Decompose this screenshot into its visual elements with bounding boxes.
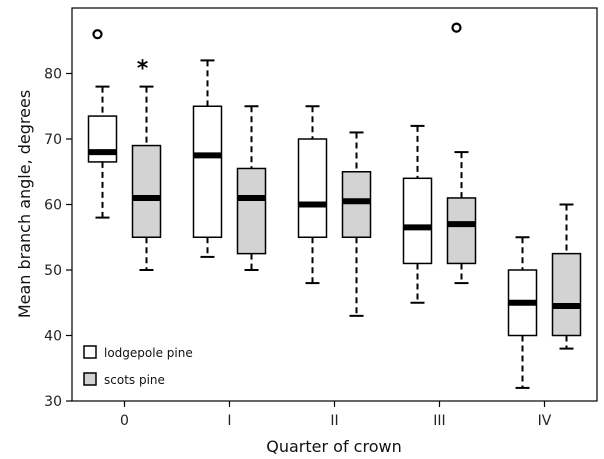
y-tick-label: 70	[44, 132, 62, 148]
y-axis: 30 40 50 60 70 80	[44, 67, 72, 410]
box-scots-pine	[236, 167, 267, 255]
outlier-point-scots-pine	[451, 22, 462, 33]
y-tick-label: 60	[44, 198, 62, 214]
x-tick-label: 0	[120, 413, 129, 429]
x-axis: 0 I II III IV	[120, 401, 552, 429]
x-tick-label: I	[227, 413, 231, 429]
annotations: *	[137, 57, 149, 82]
y-tick-label: 30	[44, 394, 62, 410]
asterisk-annotation: *	[137, 57, 149, 82]
box-lodgepole-pine	[402, 177, 433, 265]
box-scots-pine	[551, 252, 582, 337]
y-axis-title: Mean branch angle, degrees	[15, 90, 34, 318]
x-tick-label: III	[433, 413, 445, 429]
legend-swatch-lodgepole-pine	[83, 345, 97, 359]
legend-label-lodgepole-pine: lodgepole pine	[104, 346, 193, 360]
outlier-point-lodgepole-pine	[92, 29, 103, 40]
legend-swatch-scots-pine	[83, 372, 97, 386]
box-scots-pine	[446, 197, 477, 265]
legend-label-scots-pine: scots pine	[104, 373, 165, 387]
y-tick-label: 50	[44, 263, 62, 279]
box-group	[87, 22, 582, 389]
x-tick-label: II	[330, 413, 338, 429]
x-tick-label: IV	[538, 413, 552, 429]
box-scots-pine	[131, 144, 162, 238]
box-lodgepole-pine	[297, 138, 328, 238]
y-tick-label: 80	[44, 67, 62, 83]
box-scots-pine	[341, 171, 372, 238]
y-tick-label: 40	[44, 329, 62, 345]
legend: lodgepole pine scots pine	[83, 345, 193, 387]
x-axis-title: Quarter of crown	[266, 437, 401, 456]
box-lodgepole-pine	[192, 105, 223, 238]
